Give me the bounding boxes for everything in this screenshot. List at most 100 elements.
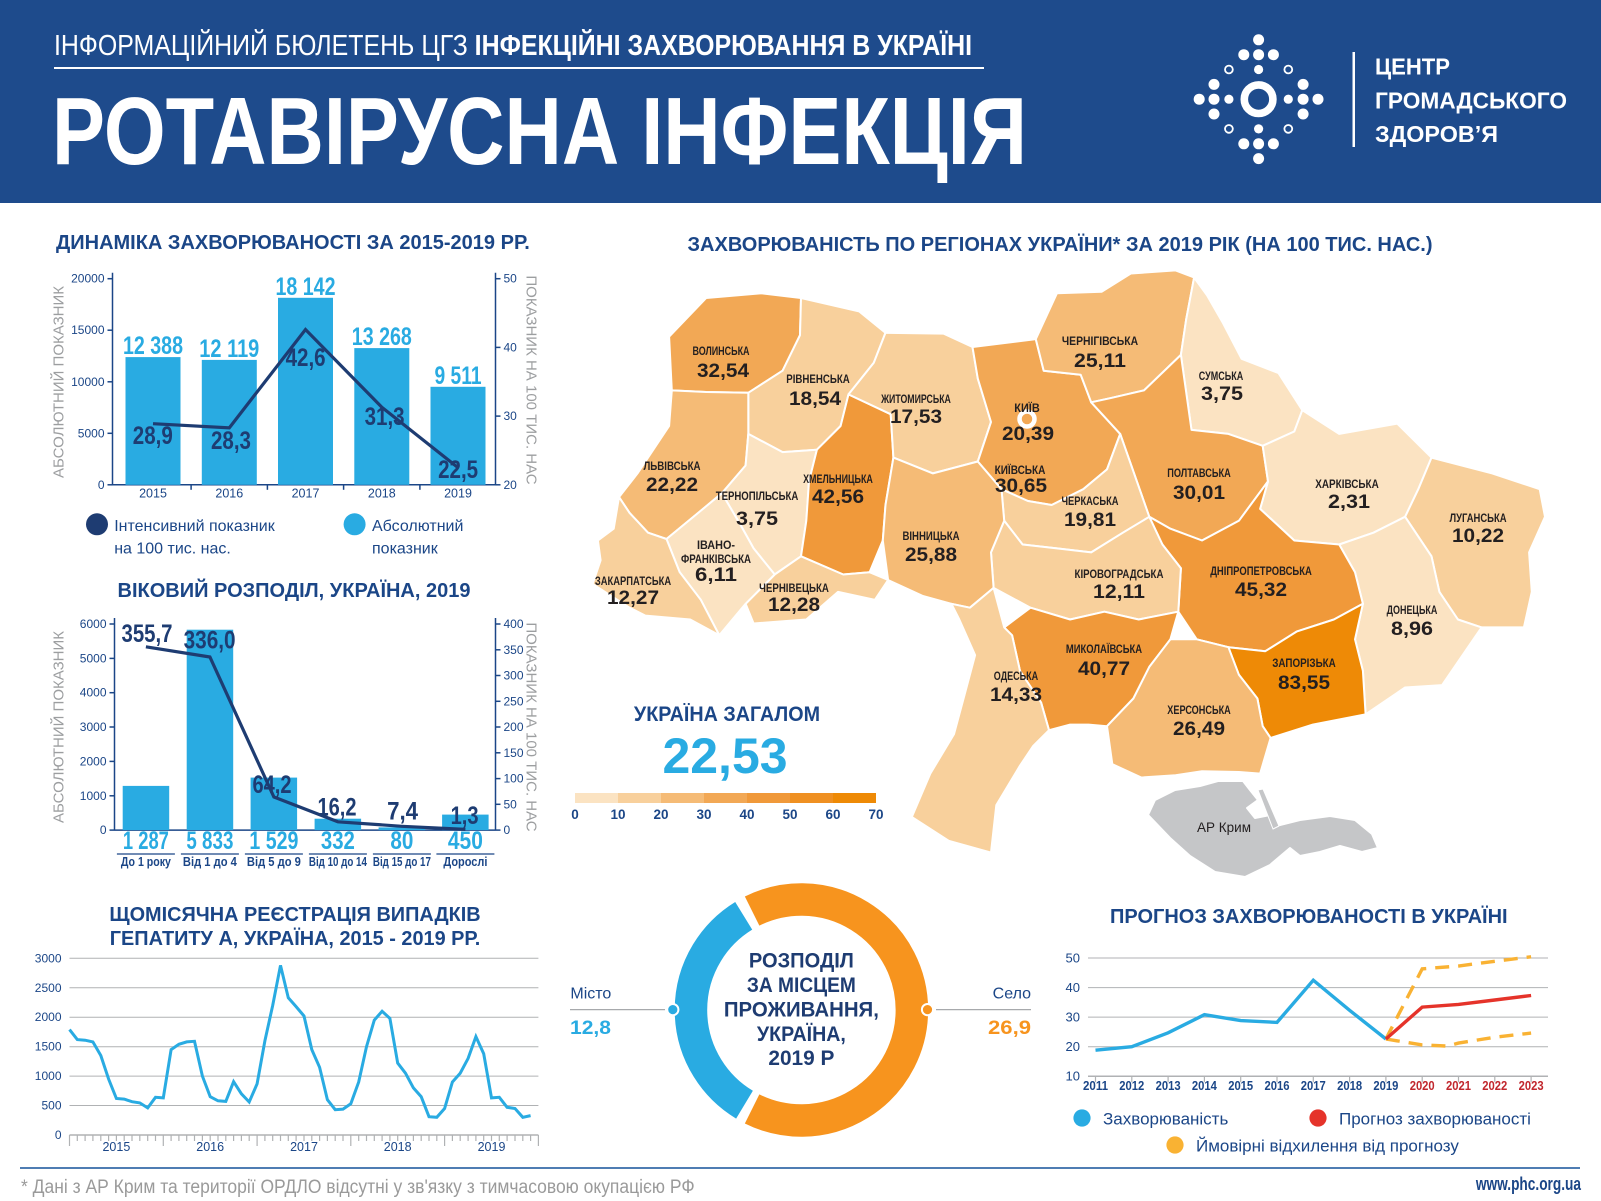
svg-text:15000: 15000: [71, 323, 105, 337]
svg-text:ЗДОРОВ’Я: ЗДОРОВ’Я: [1375, 121, 1498, 147]
svg-text:14,33: 14,33: [990, 685, 1042, 706]
svg-text:3,75: 3,75: [1201, 384, 1243, 405]
svg-text:12 119: 12 119: [199, 335, 259, 363]
svg-text:1500: 1500: [35, 1040, 62, 1054]
svg-text:8,96: 8,96: [1391, 619, 1433, 640]
svg-text:100: 100: [504, 772, 524, 786]
svg-text:332: 332: [321, 827, 355, 855]
svg-text:2019: 2019: [1373, 1079, 1398, 1093]
svg-text:2021: 2021: [1446, 1079, 1471, 1093]
svg-text:7,4: 7,4: [387, 798, 418, 826]
svg-text:20: 20: [653, 807, 668, 822]
svg-text:ПРОЖИВАННЯ,: ПРОЖИВАННЯ,: [724, 998, 879, 1021]
svg-text:ІВАНО-: ІВАНО-: [697, 540, 735, 552]
svg-text:13 268: 13 268: [352, 323, 412, 351]
svg-text:40: 40: [1066, 980, 1080, 995]
svg-text:2023: 2023: [1519, 1079, 1544, 1093]
svg-text:Від 15 до 17: Від 15 до 17: [373, 854, 431, 869]
svg-text:1,3: 1,3: [451, 802, 479, 830]
svg-text:5000: 5000: [78, 426, 105, 440]
svg-text:ХЕРСОНСЬКА: ХЕРСОНСЬКА: [1167, 705, 1231, 717]
svg-text:Від 5 до 9: Від 5 до 9: [247, 854, 301, 869]
svg-text:ЗАКАРПАТСЬКА: ЗАКАРПАТСЬКА: [595, 576, 671, 588]
svg-text:300: 300: [504, 669, 524, 683]
svg-text:1000: 1000: [35, 1069, 62, 1083]
svg-text:83,55: 83,55: [1278, 673, 1330, 694]
svg-text:30,65: 30,65: [995, 476, 1047, 497]
svg-text:КИЇВСЬКА: КИЇВСЬКА: [995, 464, 1046, 477]
svg-text:22,22: 22,22: [646, 475, 698, 496]
svg-text:РІВНЕНСЬКА: РІВНЕНСЬКА: [786, 374, 850, 386]
svg-text:18 142: 18 142: [276, 273, 336, 301]
svg-text:50: 50: [504, 272, 518, 286]
svg-text:450: 450: [448, 827, 483, 855]
svg-text:3,75: 3,75: [736, 509, 778, 530]
svg-text:22,5: 22,5: [438, 456, 478, 484]
svg-text:показник: показник: [372, 541, 439, 558]
svg-text:32,54: 32,54: [697, 361, 749, 382]
svg-text:Абсолютний: Абсолютний: [372, 518, 463, 535]
svg-text:ЧЕРНІВЕЦЬКА: ЧЕРНІВЕЦЬКА: [759, 583, 829, 595]
svg-text:45,32: 45,32: [1235, 580, 1287, 601]
svg-text:500: 500: [41, 1099, 61, 1113]
svg-text:ХМЕЛЬНИЦЬКА: ХМЕЛЬНИЦЬКА: [803, 474, 873, 486]
svg-text:Інтенсивний показник: Інтенсивний показник: [114, 518, 276, 535]
svg-text:20: 20: [1066, 1039, 1080, 1054]
svg-text:50: 50: [782, 807, 797, 822]
svg-text:400: 400: [504, 617, 524, 631]
svg-text:Село: Село: [993, 986, 1031, 1003]
svg-text:6,11: 6,11: [695, 565, 737, 586]
svg-text:СУМСЬКА: СУМСЬКА: [1199, 371, 1243, 383]
svg-text:2020: 2020: [1410, 1079, 1435, 1093]
svg-text:42,6: 42,6: [286, 344, 326, 372]
svg-text:ВІННИЦЬКА: ВІННИЦЬКА: [902, 531, 959, 543]
svg-text:Від 1 до 4: Від 1 до 4: [183, 854, 238, 869]
svg-text:28,3: 28,3: [211, 427, 251, 455]
svg-text:250: 250: [504, 694, 524, 708]
svg-text:5000: 5000: [80, 651, 107, 665]
svg-text:16,2: 16,2: [318, 793, 357, 821]
svg-text:ЗАПОРІЗЬКА: ЗАПОРІЗЬКА: [1272, 658, 1336, 670]
svg-text:4000: 4000: [80, 686, 107, 700]
svg-text:12,28: 12,28: [768, 595, 820, 616]
svg-text:26,49: 26,49: [1173, 719, 1225, 740]
svg-text:ДОНЕЦЬКА: ДОНЕЦЬКА: [1387, 605, 1438, 617]
svg-text:10000: 10000: [71, 375, 105, 389]
svg-text:40: 40: [739, 807, 754, 822]
svg-text:ТЕРНОПІЛЬСЬКА: ТЕРНОПІЛЬСЬКА: [716, 491, 799, 503]
svg-text:200: 200: [504, 720, 524, 734]
svg-text:10: 10: [610, 807, 625, 822]
svg-text:2016: 2016: [215, 486, 243, 500]
svg-text:31,3: 31,3: [365, 403, 405, 431]
svg-text:50: 50: [1066, 951, 1080, 966]
svg-text:336,0: 336,0: [184, 627, 236, 655]
svg-text:3000: 3000: [80, 720, 107, 734]
svg-text:20,39: 20,39: [1002, 424, 1054, 445]
svg-text:2018: 2018: [1337, 1079, 1362, 1093]
svg-text:РОЗПОДІЛ: РОЗПОДІЛ: [749, 950, 854, 973]
svg-text:Ймовірні відхилення від прогно: Ймовірні відхилення від прогнозу: [1196, 1137, 1459, 1156]
svg-text:2015: 2015: [1228, 1079, 1253, 1093]
svg-text:2,31: 2,31: [1328, 492, 1370, 513]
svg-text:350: 350: [504, 643, 524, 657]
svg-text:150: 150: [504, 746, 524, 760]
svg-text:40: 40: [504, 340, 518, 354]
svg-text:0: 0: [100, 823, 107, 837]
svg-text:30: 30: [504, 409, 518, 423]
svg-text:2000: 2000: [35, 1010, 62, 1024]
svg-text:20000: 20000: [71, 272, 105, 286]
svg-text:2015: 2015: [139, 486, 167, 500]
svg-text:0: 0: [98, 478, 105, 492]
svg-text:0: 0: [504, 823, 511, 837]
svg-text:ЧЕРНІГІВСЬКА: ЧЕРНІГІВСЬКА: [1062, 336, 1138, 348]
svg-text:1000: 1000: [80, 789, 107, 803]
svg-text:ПОЛТАВСЬКА: ПОЛТАВСЬКА: [1167, 468, 1231, 480]
svg-text:70: 70: [868, 807, 883, 822]
svg-text:Місто: Місто: [570, 986, 611, 1003]
svg-text:ХАРКІВСЬКА: ХАРКІВСЬКА: [1315, 479, 1379, 491]
svg-text:ДНІПРОПЕТРОВСЬКА: ДНІПРОПЕТРОВСЬКА: [1210, 566, 1312, 578]
svg-text:До 1 року: До 1 року: [121, 854, 172, 869]
svg-text:2019 Р: 2019 Р: [768, 1047, 834, 1070]
svg-text:80: 80: [390, 827, 413, 855]
svg-text:1 529: 1 529: [249, 827, 298, 855]
